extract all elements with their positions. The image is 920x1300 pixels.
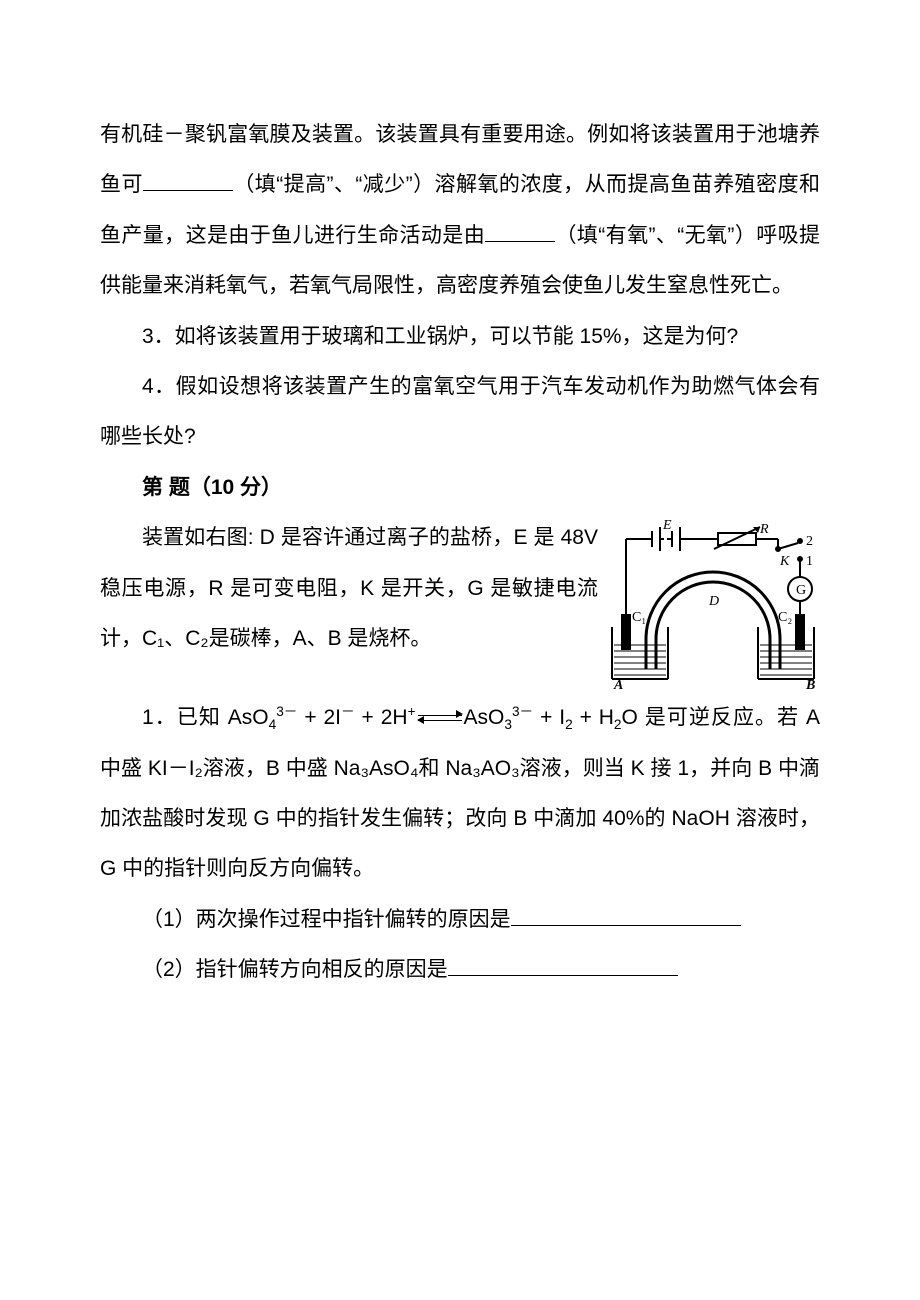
- label-B: B: [805, 678, 815, 689]
- equilibrium-arrow-icon: [418, 708, 462, 729]
- blank-q1: [511, 902, 741, 926]
- q1-text: （1）两次操作过程中指针偏转的原因是: [142, 908, 511, 931]
- label-1: 1: [806, 554, 813, 569]
- paragraph-2: 3．如将该装置用于玻璃和工业锅炉，可以节能 15%，这是为何?: [100, 312, 820, 362]
- paragraph-3: 4．假如设想将该装置产生的富氧空气用于汽车发动机作为助燃气体会有哪些长处?: [100, 362, 820, 463]
- label-C1: C₁: [632, 610, 646, 625]
- circuit-figure: E R K 2 1 G D C₁ C₂ A B: [610, 519, 820, 689]
- label-R: R: [759, 522, 769, 537]
- section-heading: 第 题（10 分）: [100, 463, 820, 513]
- label-K: K: [779, 554, 790, 569]
- paragraph-1: 有机硅－聚钒富氧膜及装置。该装置具有重要用途。例如将该装置用于池塘养鱼可（填“提…: [100, 110, 820, 312]
- label-2: 2: [806, 534, 813, 549]
- paragraph-5: 1．已知 AsO43－ + 2I－ + 2H+AsO33－ + I2 + H2O…: [100, 693, 820, 895]
- label-C2: C₂: [778, 610, 792, 625]
- blank-1: [143, 167, 233, 191]
- label-D: D: [708, 594, 719, 609]
- p5-f: + H: [573, 706, 614, 729]
- p5-g: O 是可逆反应。若 A 中盛 KI－I₂溶液，B 中盛 Na₃AsO₄和 Na₃…: [100, 706, 820, 880]
- p5-d: AsO: [464, 706, 505, 729]
- question-2: （2）指针偏转方向相反的原因是: [100, 945, 820, 995]
- question-1: （1）两次操作过程中指针偏转的原因是: [100, 895, 820, 945]
- blank-q2: [448, 952, 678, 976]
- circuit-svg: E R K 2 1 G D C₁ C₂ A B: [610, 519, 820, 689]
- label-E: E: [662, 519, 672, 533]
- blank-2: [485, 218, 555, 242]
- q2-text: （2）指针偏转方向相反的原因是: [142, 958, 448, 981]
- p5-b: + 2I: [297, 706, 341, 729]
- label-A: A: [613, 678, 623, 689]
- p5-c: + 2H: [355, 706, 408, 729]
- label-G: G: [796, 583, 806, 598]
- p5-a: 1．已知 AsO: [142, 706, 269, 729]
- p5-e: + I: [533, 706, 565, 729]
